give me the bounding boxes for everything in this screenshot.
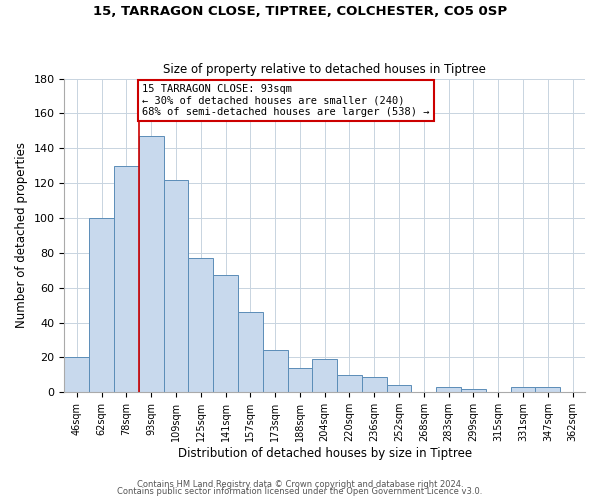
Text: 15, TARRAGON CLOSE, TIPTREE, COLCHESTER, CO5 0SP: 15, TARRAGON CLOSE, TIPTREE, COLCHESTER,…	[93, 5, 507, 18]
Title: Size of property relative to detached houses in Tiptree: Size of property relative to detached ho…	[163, 63, 486, 76]
Bar	[313, 359, 337, 392]
Bar	[362, 376, 386, 392]
Bar	[64, 358, 89, 392]
Bar	[89, 218, 114, 392]
Bar	[213, 276, 238, 392]
Bar	[164, 180, 188, 392]
Bar	[114, 166, 139, 392]
Bar	[436, 387, 461, 392]
Bar	[337, 375, 362, 392]
Bar	[263, 350, 287, 392]
Y-axis label: Number of detached properties: Number of detached properties	[15, 142, 28, 328]
Bar	[139, 136, 164, 392]
X-axis label: Distribution of detached houses by size in Tiptree: Distribution of detached houses by size …	[178, 447, 472, 460]
Text: Contains public sector information licensed under the Open Government Licence v3: Contains public sector information licen…	[118, 488, 482, 496]
Text: 15 TARRAGON CLOSE: 93sqm
← 30% of detached houses are smaller (240)
68% of semi-: 15 TARRAGON CLOSE: 93sqm ← 30% of detach…	[142, 84, 430, 117]
Bar	[511, 387, 535, 392]
Bar	[287, 368, 313, 392]
Bar	[461, 388, 486, 392]
Bar	[386, 386, 412, 392]
Bar	[188, 258, 213, 392]
Bar	[535, 387, 560, 392]
Text: Contains HM Land Registry data © Crown copyright and database right 2024.: Contains HM Land Registry data © Crown c…	[137, 480, 463, 489]
Bar	[238, 312, 263, 392]
